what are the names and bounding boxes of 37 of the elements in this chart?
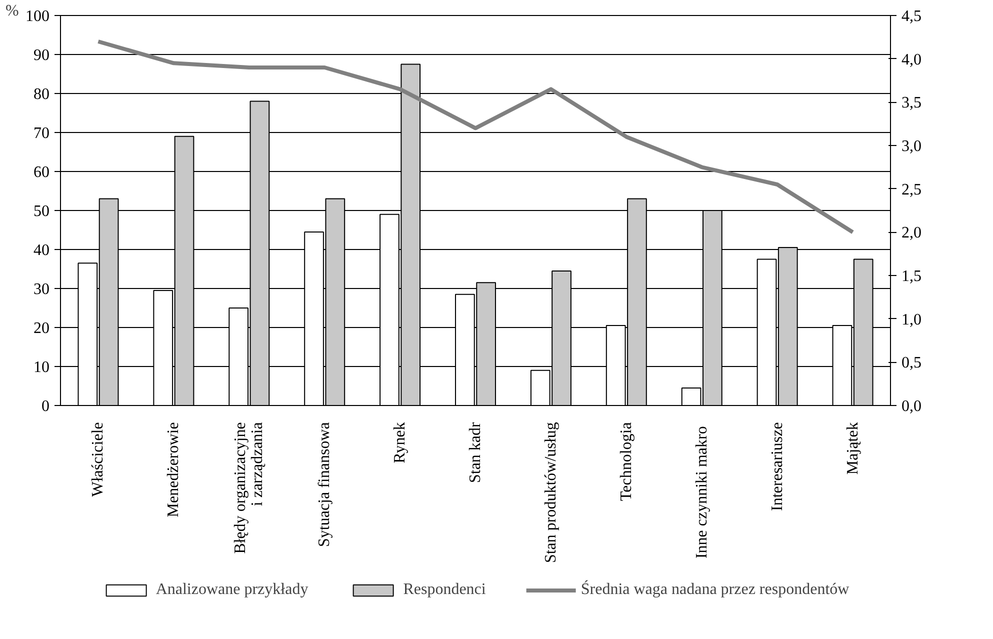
x-tick-label: Menedżerowie [165, 422, 182, 518]
x-tick-label: Rynek [392, 422, 409, 464]
legend-label: Respondenci [403, 581, 486, 599]
y2-tick-label: 3,0 [902, 138, 922, 155]
y-tick-label: 30 [34, 281, 50, 298]
y2-tick-label: 2,5 [902, 181, 922, 198]
y-tick-label: 100 [26, 8, 50, 25]
y-tick-label: 60 [34, 164, 50, 181]
y-tick-label: 80 [34, 86, 50, 103]
y-tick-label: 90 [34, 47, 50, 64]
legend-label: Średnia waga nadana przez respondentów [580, 581, 850, 599]
y-axis-title: % [6, 2, 19, 20]
y2-tick-label: 2,0 [902, 224, 922, 242]
y-tick-label: 40 [34, 242, 50, 259]
y-tick-label: 70 [34, 125, 50, 142]
y-tick-label: 20 [34, 320, 50, 337]
x-tick-label: Technologia [618, 422, 635, 501]
x-tick-label: Stan produktów/usług [542, 422, 560, 564]
x-tick-label: Właściciele [90, 422, 107, 497]
x-tick-label: Sytuacja finansowa [316, 422, 334, 547]
x-tick-label: Stan kadr [467, 421, 484, 484]
y2-tick-label: 4,5 [902, 8, 922, 25]
x-tick-label: Błędy organizacyjne i zarządzania [232, 422, 266, 554]
x-tick-label: Inne czynniki makro [693, 426, 710, 559]
y2-tick-label: 0,0 [902, 398, 922, 415]
y2-tick-label: 3,5 [902, 94, 922, 112]
y2-tick-label: 1,5 [902, 268, 922, 285]
y2-tick-label: 4,0 [902, 51, 922, 68]
y2-tick-label: 0,5 [902, 354, 922, 372]
x-tick-label: Majątek [844, 422, 862, 475]
y-tick-label: 10 [34, 359, 50, 376]
y-tick-label: 50 [34, 203, 50, 220]
y2-tick-label: 1,0 [902, 311, 922, 328]
y-tick-label: 0 [42, 398, 50, 415]
legend-label: Analizowane przykłady [156, 581, 308, 599]
line-series [96, 40, 855, 234]
x-tick-label: Interesariusze [768, 422, 786, 511]
